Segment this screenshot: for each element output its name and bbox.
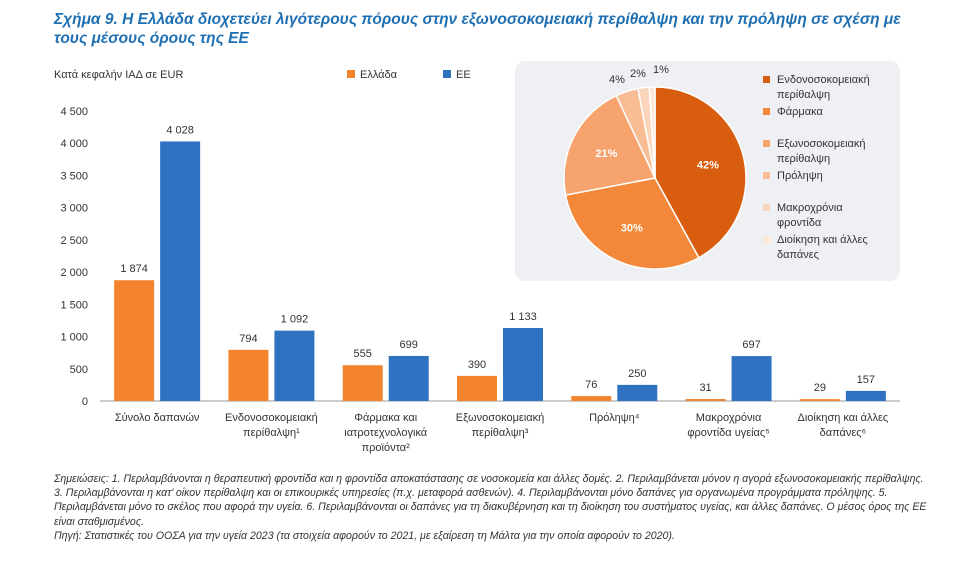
- y-tick-label: 3 500: [60, 170, 88, 182]
- bar-eu: [617, 384, 658, 401]
- pie-slice: [563, 94, 657, 196]
- pie-legend-label: Μακροχρόνια: [777, 202, 843, 214]
- bar-value-label: 699: [400, 339, 418, 351]
- pie-legend-label: δαπάνες: [777, 249, 819, 261]
- legend-label-eu: ΕΕ: [456, 69, 471, 81]
- bar-greece: [342, 365, 383, 401]
- bar-greece: [571, 396, 612, 401]
- x-category-label: Πρόληψη⁴: [589, 412, 640, 424]
- bar-value-label: 697: [742, 339, 760, 351]
- bar-greece: [457, 375, 497, 401]
- pie-slice-label: 1%: [653, 64, 669, 76]
- pie-legend-label: περίθαλψη: [777, 153, 830, 165]
- x-category-label: Σύνολο δαπανών: [115, 412, 200, 424]
- bar-value-label: 1 133: [509, 311, 537, 323]
- bar-eu: [274, 330, 315, 401]
- pie-legend-swatch: [763, 204, 770, 211]
- bar-value-label: 4 028: [166, 124, 194, 136]
- pie-slice-label: 4%: [609, 74, 625, 86]
- legend-swatch-eu: [443, 70, 451, 78]
- y-tick-label: 0: [82, 396, 88, 408]
- bar-value-label: 76: [585, 379, 597, 391]
- bar-value-label: 29: [814, 382, 826, 394]
- y-tick-label: 4 000: [60, 138, 88, 150]
- pie-legend-label: Ενδονοσοκομειακή: [777, 74, 870, 86]
- source-text: Πηγή: Στατιστικές του ΟΟΣΑ για την υγεία…: [54, 529, 675, 542]
- pie-slice-label: 21%: [595, 148, 617, 160]
- pie-slice: [564, 177, 700, 270]
- x-category-label: φροντίδα υγείας⁵: [687, 427, 769, 439]
- y-axis-label: Κατά κεφαλήν ΙΑΔ σε EUR: [54, 69, 183, 81]
- bar-greece: [685, 399, 726, 401]
- pie-slice: [648, 86, 656, 179]
- pie-legend-label: Πρόληψη: [777, 170, 823, 182]
- pie-legend-swatch: [763, 236, 770, 243]
- bar-greece: [228, 349, 269, 401]
- bar-value-label: 31: [699, 382, 711, 394]
- chart-title: Σχήμα 9. Η Ελλάδα διοχετεύει λιγότερους …: [54, 11, 901, 47]
- x-category-label: Φάρμακα και: [354, 412, 418, 424]
- pie-legend-label: περίθαλψη: [777, 89, 830, 101]
- pie-slice-label: 42%: [697, 159, 719, 171]
- pie-legend-label: Φάρμακα: [777, 106, 823, 118]
- y-tick-label: 500: [70, 364, 88, 376]
- bar-greece: [799, 399, 840, 401]
- x-category-label: περίθαλψη³: [472, 427, 529, 439]
- x-category-label: περίθαλψη¹: [243, 427, 300, 439]
- bar-value-label: 555: [354, 348, 372, 360]
- x-category-label: δαπάνες⁶: [820, 427, 867, 439]
- bar-eu: [503, 327, 543, 401]
- legend-swatch-greece: [347, 70, 355, 78]
- y-tick-label: 4 500: [60, 106, 88, 118]
- pie-legend-label: Εξωνοσοκομειακή: [777, 138, 866, 150]
- bar-eu: [731, 356, 772, 401]
- x-category-label: Διοίκηση και άλλες: [797, 412, 888, 424]
- pie-slice: [654, 86, 747, 259]
- legend-label-greece: Ελλάδα: [360, 69, 398, 81]
- pie-legend-swatch: [763, 140, 770, 147]
- x-category-label: Εξωνοσοκομειακή: [456, 412, 545, 424]
- bar-value-label: 157: [857, 374, 875, 386]
- bar-eu: [388, 355, 429, 401]
- pie-slice-label: 2%: [630, 68, 646, 80]
- pie-slice-label: 30%: [621, 222, 643, 234]
- x-category-label: προϊόντα²: [362, 442, 411, 454]
- y-tick-label: 3 000: [60, 203, 88, 215]
- y-tick-label: 1 500: [60, 299, 88, 311]
- bar-eu: [160, 141, 201, 401]
- pie-legend-label: φροντίδα: [777, 217, 822, 229]
- bar-greece: [114, 280, 155, 401]
- x-category-label: Μακροχρόνια: [696, 412, 762, 424]
- bar-value-label: 1 874: [120, 263, 148, 275]
- pie-legend-swatch: [763, 76, 770, 83]
- y-tick-label: 2 000: [60, 267, 88, 279]
- pie-legend-swatch: [763, 108, 770, 115]
- bar-value-label: 794: [239, 333, 257, 345]
- y-tick-label: 2 500: [60, 235, 88, 247]
- bar-value-label: 390: [468, 359, 486, 371]
- y-tick-label: 1 000: [60, 332, 88, 344]
- chart-notes: Σημειώσεις: 1. Περιλαμβάνονται η θεραπευ…: [54, 472, 934, 543]
- bar-value-label: 250: [628, 368, 646, 380]
- x-category-label: Ενδονοσοκομειακή: [225, 412, 318, 424]
- pie-legend-swatch: [763, 172, 770, 179]
- pie-legend-label: Διοίκηση και άλλες: [777, 234, 868, 246]
- x-category-label: ιατροτεχνολογικά: [344, 427, 428, 439]
- bar-value-label: 1 092: [281, 314, 309, 326]
- notes-text: Σημειώσεις: 1. Περιλαμβάνονται η θεραπευ…: [54, 473, 927, 528]
- bar-eu: [845, 390, 886, 401]
